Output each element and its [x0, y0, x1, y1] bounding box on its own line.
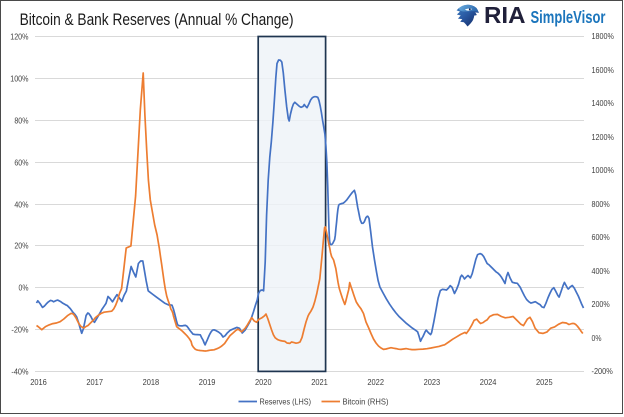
svg-text:-200%: -200% [592, 366, 614, 376]
svg-text:2024: 2024 [480, 377, 497, 387]
svg-text:2021: 2021 [311, 377, 328, 387]
svg-text:1600%: 1600% [592, 65, 615, 75]
svg-text:60%: 60% [14, 158, 28, 168]
svg-text:20%: 20% [14, 241, 28, 251]
svg-text:1800%: 1800% [592, 31, 615, 41]
svg-text:0%: 0% [592, 333, 602, 343]
svg-text:2022: 2022 [367, 377, 384, 387]
svg-text:2017: 2017 [86, 377, 103, 387]
svg-text:200%: 200% [592, 299, 611, 309]
svg-text:80%: 80% [14, 116, 28, 126]
svg-text:-20%: -20% [11, 325, 28, 335]
svg-text:Bitcoin (RHS): Bitcoin (RHS) [343, 397, 389, 407]
svg-text:800%: 800% [592, 199, 611, 209]
svg-text:100%: 100% [10, 74, 29, 84]
svg-text:400%: 400% [592, 266, 611, 276]
svg-text:600%: 600% [592, 232, 611, 242]
svg-text:2025: 2025 [536, 377, 553, 387]
svg-text:120%: 120% [10, 32, 29, 42]
svg-text:1400%: 1400% [592, 98, 615, 108]
svg-text:2019: 2019 [199, 377, 216, 387]
svg-text:0%: 0% [19, 283, 29, 293]
svg-text:1000%: 1000% [592, 165, 615, 175]
svg-text:2016: 2016 [30, 377, 47, 387]
svg-text:2023: 2023 [424, 377, 441, 387]
svg-text:40%: 40% [14, 200, 28, 210]
svg-text:1200%: 1200% [592, 132, 615, 142]
svg-text:2018: 2018 [143, 377, 160, 387]
svg-text:-40%: -40% [11, 367, 28, 377]
svg-text:2020: 2020 [255, 377, 272, 387]
svg-text:Reserves (LHS): Reserves (LHS) [260, 397, 312, 407]
